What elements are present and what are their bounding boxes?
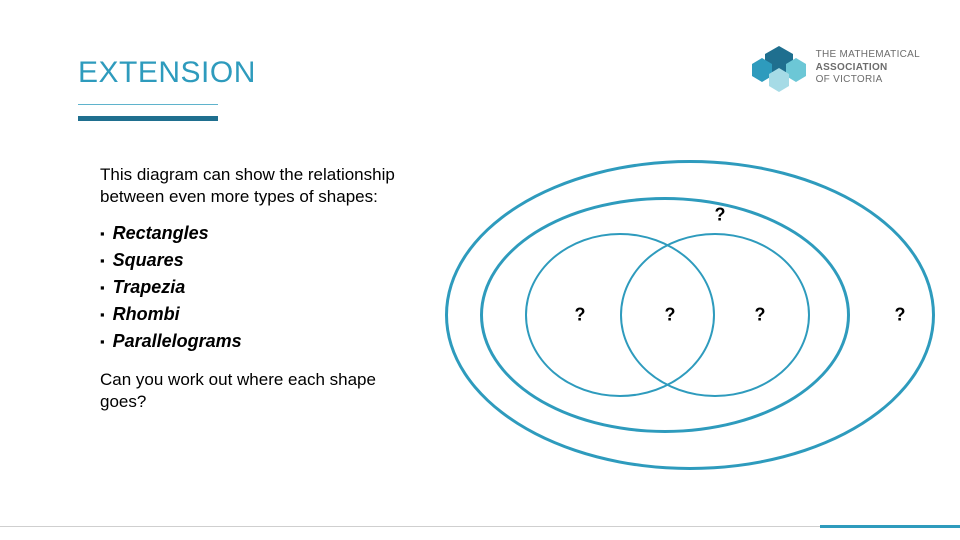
list-item: Rhombi bbox=[100, 301, 400, 328]
label-outer-right: ? bbox=[895, 305, 906, 326]
logo: THE MATHEMATICAL ASSOCIATION OF VICTORIA bbox=[752, 44, 920, 92]
logo-icon bbox=[752, 44, 806, 92]
list-item: Parallelograms bbox=[100, 328, 400, 355]
logo-line2: ASSOCIATION bbox=[816, 62, 920, 75]
label-right: ? bbox=[755, 305, 766, 326]
title-underline-thin bbox=[78, 104, 218, 105]
slide: EXTENSION THE MATHEMATICAL ASSOCIATION O… bbox=[0, 0, 960, 540]
logo-line1: THE MATHEMATICAL bbox=[816, 49, 920, 62]
label-top: ? bbox=[715, 205, 726, 226]
logo-line3: OF VICTORIA bbox=[816, 74, 920, 87]
venn-diagram: ? ? ? ? ? bbox=[440, 135, 940, 495]
footer-rule bbox=[0, 525, 960, 528]
body-text: This diagram can show the relationship b… bbox=[100, 164, 400, 413]
title-block: EXTENSION bbox=[78, 56, 256, 90]
outro-text: Can you work out where each shape goes? bbox=[100, 369, 400, 413]
intro-text: This diagram can show the relationship b… bbox=[100, 164, 400, 208]
ellipse-right bbox=[620, 233, 810, 397]
shape-list: Rectangles Squares Trapezia Rhombi Paral… bbox=[100, 220, 400, 355]
list-item: Trapezia bbox=[100, 274, 400, 301]
label-intersection: ? bbox=[665, 305, 676, 326]
logo-text: THE MATHEMATICAL ASSOCIATION OF VICTORIA bbox=[816, 49, 920, 87]
footer-rule-grey bbox=[0, 526, 960, 527]
list-item: Squares bbox=[100, 247, 400, 274]
list-item: Rectangles bbox=[100, 220, 400, 247]
footer-rule-accent bbox=[820, 525, 960, 528]
slide-title: EXTENSION bbox=[78, 56, 256, 90]
title-underline-thick bbox=[78, 116, 218, 121]
label-left: ? bbox=[575, 305, 586, 326]
